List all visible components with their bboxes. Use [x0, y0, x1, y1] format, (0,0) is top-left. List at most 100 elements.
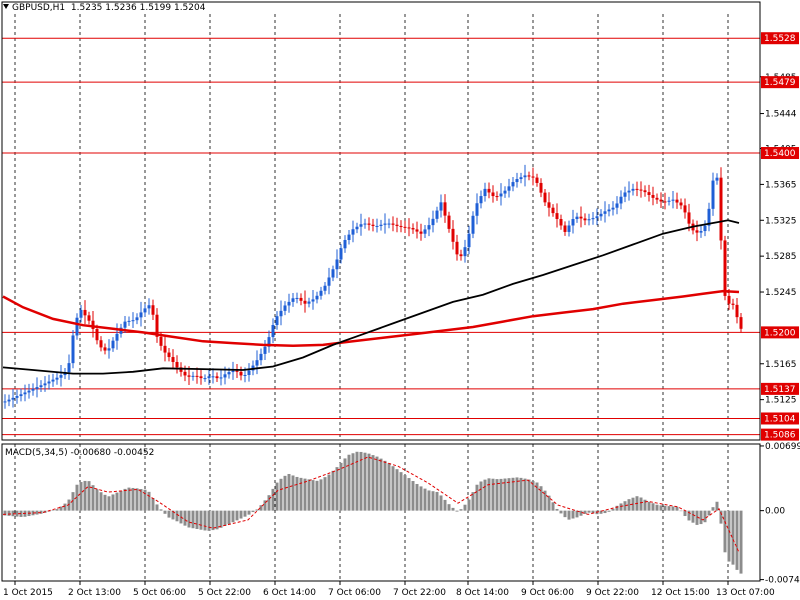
macd-bar	[531, 481, 535, 511]
bull-candle	[343, 240, 347, 249]
chevron-down-icon[interactable]	[3, 4, 9, 9]
bull-candle	[31, 388, 35, 391]
level-lines	[2, 37, 760, 436]
time-tick-label: 6 Oct 14:00	[263, 588, 316, 598]
bull-candle	[291, 298, 295, 302]
time-axis: 1 Oct 2015 2 Oct 13:00 5 Oct 06:00 5 Oct 22…	[3, 581, 775, 598]
bull-candle	[203, 378, 207, 380]
bull-candle	[499, 193, 503, 197]
bull-candle	[207, 376, 211, 379]
time-tick-label: 1 Oct 2015	[3, 588, 53, 598]
macd-bar	[515, 477, 519, 511]
bear-candle	[159, 336, 163, 346]
macd-bar	[251, 510, 255, 513]
bull-candle	[435, 210, 439, 219]
macd-bar	[3, 510, 7, 516]
bull-candle	[427, 225, 431, 230]
bull-candle	[703, 225, 707, 232]
bull-candle	[319, 290, 323, 296]
bear-candle	[663, 201, 667, 203]
price-axis: 1.54851.54441.54051.53651.53251.52851.52…	[760, 32, 800, 586]
macd-bar	[67, 499, 71, 511]
bull-candle	[255, 360, 259, 366]
bear-candle	[739, 317, 743, 329]
macd-bar	[411, 481, 415, 511]
macd-bar	[507, 478, 511, 511]
macd-bar	[719, 510, 723, 524]
bull-candle	[379, 224, 383, 226]
macd-bar	[535, 482, 539, 511]
bull-candle	[383, 223, 387, 225]
bull-candle	[111, 340, 115, 349]
bull-candle	[599, 213, 603, 217]
bull-candle	[355, 226, 359, 230]
macd-bar	[239, 510, 243, 519]
level-label: 1.5086	[764, 431, 796, 441]
bull-candle	[107, 348, 111, 351]
bull-candle	[7, 399, 11, 402]
macd-bar	[439, 495, 443, 511]
macd-bar	[159, 509, 163, 511]
bear-candle	[459, 254, 463, 257]
chart-header[interactable]: GBPUSD,H1 1.5235 1.5236 1.5199 1.5204	[3, 2, 205, 14]
bear-candle	[579, 216, 583, 219]
bear-candle	[399, 225, 403, 227]
bull-candle	[591, 218, 595, 220]
level-label: 1.5400	[764, 149, 796, 159]
macd-bar	[679, 510, 683, 512]
bull-candle	[191, 375, 195, 377]
bear-candle	[95, 329, 99, 341]
level-label-box	[761, 76, 799, 89]
price-tick-label: 1.5285	[765, 252, 797, 262]
macd-bar	[683, 510, 687, 517]
macd-bar	[175, 510, 179, 522]
macd-bar	[335, 467, 339, 511]
bull-candle	[283, 305, 287, 311]
macd-bar	[203, 510, 207, 531]
bull-candle	[667, 200, 671, 202]
bull-candle	[699, 231, 703, 233]
level-label-box	[761, 147, 799, 160]
macd-bar	[259, 505, 263, 511]
macd-bar	[363, 452, 367, 511]
bull-candle	[511, 182, 515, 187]
macd-bar	[195, 510, 199, 529]
macd-bar	[519, 477, 523, 511]
macd-bar	[731, 510, 735, 565]
bull-candle	[279, 310, 283, 317]
bull-candle	[619, 196, 623, 204]
bear-candle	[187, 375, 191, 377]
bear-candle	[659, 199, 663, 202]
macd-bar	[383, 460, 387, 511]
macd-bar	[579, 510, 583, 516]
macd-header: MACD(5,34,5) -0.00680 -0.00452	[5, 448, 154, 458]
macd-bar	[323, 477, 327, 511]
macd-bar	[243, 510, 247, 517]
bear-candle	[303, 300, 307, 304]
macd-bar	[267, 495, 271, 511]
bull-candle	[351, 229, 355, 235]
bear-candle	[371, 224, 375, 226]
bear-candle	[683, 205, 687, 213]
macd-bar	[495, 479, 499, 511]
macd-bar	[347, 454, 351, 511]
macd-bar	[655, 504, 659, 511]
bear-candle	[723, 240, 727, 296]
bull-candle	[519, 177, 523, 180]
bull-candle	[523, 175, 527, 178]
macd-bar	[135, 488, 139, 511]
macd-bar	[183, 510, 187, 526]
macd-bar	[695, 510, 699, 525]
bull-candle	[607, 209, 611, 212]
macd-tick-label: 0.00	[765, 507, 785, 517]
time-tick-label: 5 Oct 22:00	[198, 588, 251, 598]
macd-bar	[255, 509, 259, 511]
bear-candle	[543, 192, 547, 203]
macd-bar	[291, 475, 295, 511]
level-label-box	[761, 326, 799, 339]
time-tick-label: 9 Oct 06:00	[521, 588, 574, 598]
chart-frames	[1, 1, 761, 582]
bear-candle	[239, 371, 243, 376]
macd-bar	[139, 488, 143, 511]
